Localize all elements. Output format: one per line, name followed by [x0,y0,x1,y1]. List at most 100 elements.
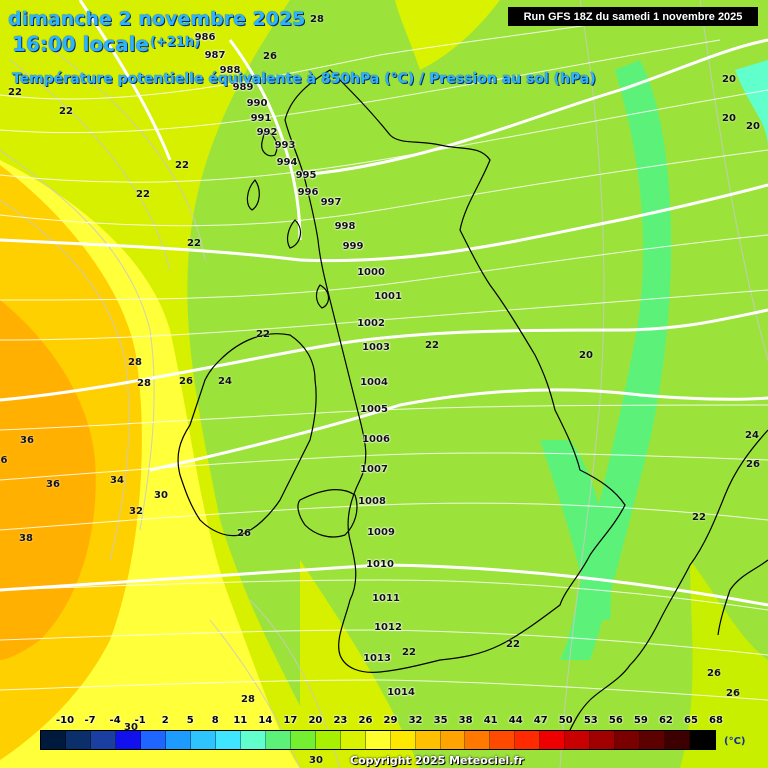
isobar-label: 1001 [374,291,402,302]
temperature-label: 24 [218,376,232,387]
temperature-label: 30 [154,490,168,501]
scale-label: -10 [55,715,75,726]
coast-europe [569,429,768,731]
temperature-label: 22 [136,189,150,200]
coast-wales [297,488,358,538]
isobar-label: 1005 [360,404,388,415]
temperature-label: 26 [263,51,277,62]
scale-label: -7 [84,715,96,726]
scale-label: -4 [109,715,121,726]
isobar-label: 991 [250,113,272,124]
temperature-label: 26 [707,668,721,679]
scale-label: 53 [583,715,598,726]
time-title: 16:00 locale [12,32,149,56]
isobar-label: 1006 [362,434,390,445]
isobar-label: 989 [232,82,254,93]
isobar-label: 994 [276,157,298,168]
field-east-yellow [680,560,768,768]
temperature-label: 6 [0,455,8,466]
isobar-label: 988 [219,65,241,76]
scale-label: 29 [383,715,398,726]
scale-swatch [440,731,466,749]
scale-swatch [190,731,216,749]
copyright-notice: Copyright 2025 Meteociel.fr [350,754,524,767]
temperature-label: 22 [8,87,22,98]
scale-swatch [590,731,616,749]
scale-swatch [565,731,591,749]
scale-swatch [515,731,541,749]
scale-swatch [340,731,366,749]
scale-label: 44 [508,715,523,726]
isobars-thin [0,9,768,701]
date-title: dimanche 2 novembre 2025 [8,8,306,30]
scale-label: 23 [333,715,348,726]
isobar-label: 996 [297,187,319,198]
scale-label: 59 [633,715,648,726]
scale-label: 14 [258,715,273,726]
scale-label: 2 [161,715,169,726]
scale-swatch [165,731,191,749]
isobar-label: 999 [342,241,364,252]
isobar-label: 1004 [360,377,388,388]
temperature-label: 34 [110,475,124,486]
isobar-label: 992 [256,127,278,138]
isobar-label: 993 [274,140,296,151]
lead-time: (+21h) [150,35,201,50]
scale-swatch [315,731,341,749]
temperature-label: 20 [579,350,593,361]
scale-swatch [415,731,441,749]
coast-ireland [177,333,317,537]
temperature-label: 20 [746,121,760,132]
isobar-label: 1011 [372,593,400,604]
temperature-label: 26 [179,376,193,387]
scale-label: 41 [483,715,498,726]
coastlines [177,69,768,731]
scale-swatch [390,731,416,749]
scale-unit: (°C) [724,736,746,747]
scale-label: 47 [533,715,548,726]
field-yellow-east [395,0,500,70]
coast-islands-4 [315,284,330,309]
isobar-label: 998 [334,221,356,232]
scale-label: 20 [308,715,323,726]
scale-swatch [615,731,641,749]
scale-label: 65 [683,715,698,726]
temperature-label: 26 [237,528,251,539]
temperature-label: 38 [19,533,33,544]
scale-swatch [265,731,291,749]
coast-scotland [284,69,626,673]
temperature-label: 20 [722,74,736,85]
field-cyan-ne [735,60,768,150]
scale-label: 11 [233,715,248,726]
scale-swatch [65,731,91,749]
scale-label: 8 [211,715,219,726]
isobar-label: 1009 [367,527,395,538]
isobar-label: 997 [320,197,342,208]
isobar-label: 1010 [366,559,394,570]
scale-swatch [465,731,491,749]
temperature-label: 30 [309,755,323,766]
scale-swatch [690,731,716,749]
scale-swatch [41,731,66,749]
scale-label: 38 [458,715,473,726]
isobar-label: 1008 [358,496,386,507]
scale-label: 50 [558,715,573,726]
temperature-label: 28 [310,14,324,25]
coast-islands-3 [286,219,302,249]
scale-swatch [290,731,316,749]
scale-swatch [365,731,391,749]
temperature-label: 28 [241,694,255,705]
scale-label: 62 [658,715,673,726]
scale-label: 56 [608,715,623,726]
isobar-label: 995 [295,170,317,181]
scale-label: 32 [408,715,423,726]
isobar-label: 1013 [363,653,391,664]
isobar-label: 987 [204,50,226,61]
scale-swatch [215,731,241,749]
color-scale-bar [40,730,716,750]
isobar-label: 1007 [360,464,388,475]
scale-label: 68 [709,715,723,726]
scale-swatch [240,731,266,749]
